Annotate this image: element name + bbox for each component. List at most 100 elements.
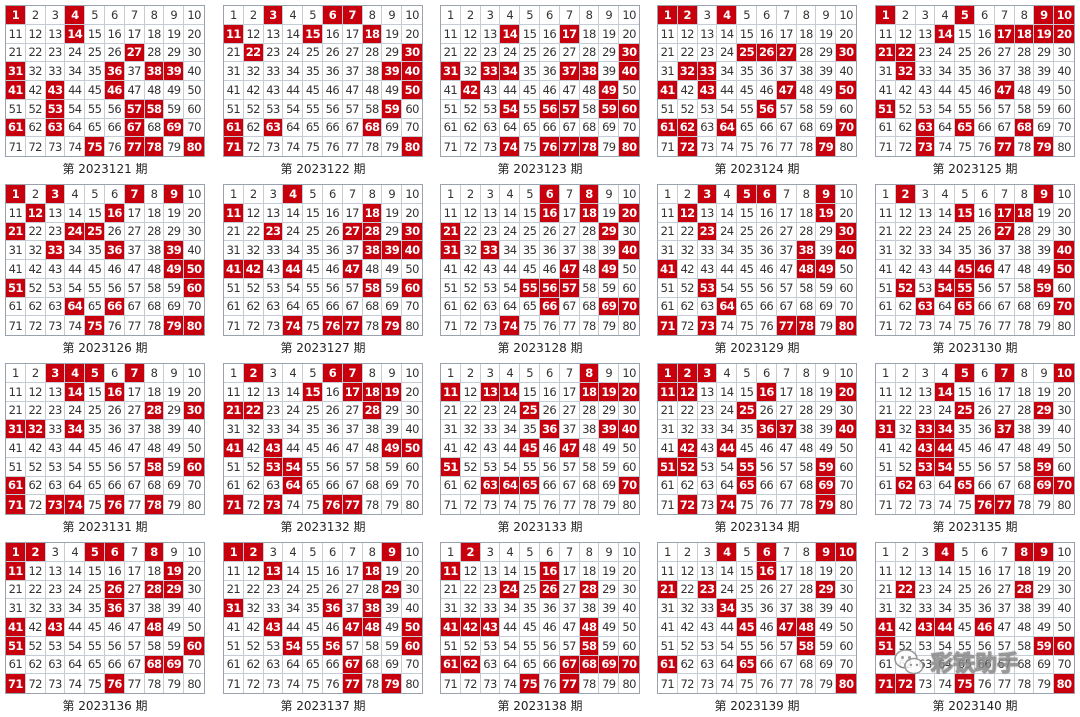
number-cell: 69	[816, 297, 837, 317]
drawn-number-cell: 58	[144, 457, 165, 477]
number-cell: 21	[6, 580, 26, 600]
number-cell: 65	[520, 655, 540, 675]
number-cell: 25	[303, 580, 323, 600]
drawn-number-cell: 38	[362, 241, 383, 260]
number-cell: 11	[441, 24, 461, 44]
number-cell: 18	[1014, 561, 1035, 581]
number-cell: 67	[124, 476, 145, 496]
number-cell: 73	[45, 674, 66, 693]
drawn-number-cell: 7	[124, 185, 145, 204]
number-cell: 17	[559, 561, 580, 581]
number-cell: 68	[796, 118, 817, 138]
drawn-number-cell: 61	[658, 655, 678, 675]
drawn-number-cell: 60	[184, 636, 204, 656]
number-cell: 14	[283, 24, 304, 44]
number-cell: 2	[677, 543, 698, 562]
draw-caption: 第 2023137 期	[280, 699, 366, 713]
number-cell: 23	[263, 401, 284, 421]
number-cell: 72	[677, 674, 698, 693]
draw-panel: 1 2 3 4 5 6 7 8 9 10 11 12 13 14 15 16 17 18 19 20 21 22 23 24 2…	[657, 542, 862, 717]
number-cell: 12	[895, 561, 916, 581]
drawn-number-cell: 49	[382, 439, 403, 458]
number-cell: 67	[124, 297, 145, 317]
number-cell: 19	[816, 382, 837, 402]
number-cell: 6	[974, 185, 995, 204]
drawn-number-cell: 75	[520, 674, 540, 693]
number-cell: 69	[164, 297, 185, 317]
number-cell: 61	[441, 297, 461, 317]
number-cell: 67	[994, 476, 1015, 496]
number-cell: 55	[737, 99, 757, 119]
number-cell: 32	[460, 599, 481, 618]
number-cell: 50	[619, 260, 639, 279]
drawn-number-cell: 25	[955, 401, 975, 421]
number-cell: 3	[480, 185, 501, 204]
number-cell: 18	[144, 203, 165, 223]
number-cell: 79	[816, 674, 837, 693]
drawn-number-cell: 43	[480, 618, 501, 637]
number-cell: 69	[382, 655, 403, 675]
number-cell: 6	[756, 6, 777, 25]
number-cell: 27	[776, 580, 797, 600]
number-cell: 47	[124, 618, 145, 637]
number-cell: 37	[776, 599, 797, 618]
number-cell: 44	[500, 260, 521, 279]
drawn-number-cell: 75	[85, 137, 105, 156]
drawn-number-cell: 34	[65, 420, 86, 439]
number-cell: 37	[342, 62, 363, 81]
number-cell: 65	[737, 297, 757, 317]
number-cell: 67	[559, 297, 580, 317]
number-cell: 64	[935, 655, 956, 675]
number-cell: 60	[1054, 278, 1074, 298]
number-cell: 24	[935, 580, 956, 600]
number-cell: 45	[955, 618, 975, 637]
number-cell: 60	[836, 457, 856, 477]
draw-caption: 第 2023140 期	[932, 699, 1018, 713]
number-cell: 48	[579, 439, 600, 458]
number-cell: 76	[539, 674, 560, 693]
drawn-number-cell: 39	[382, 241, 403, 260]
number-cell: 65	[85, 655, 105, 675]
drawn-number-cell: 41	[224, 260, 244, 279]
number-cell: 7	[559, 364, 580, 383]
number-cell: 29	[164, 43, 185, 63]
drawn-number-cell: 77	[994, 495, 1015, 514]
number-cell: 50	[184, 439, 204, 458]
number-cell: 52	[677, 278, 698, 298]
number-cell: 19	[816, 561, 837, 581]
number-cell: 56	[756, 278, 777, 298]
number-cell: 35	[737, 599, 757, 618]
number-cell: 45	[520, 618, 540, 637]
drawn-number-cell: 23	[263, 222, 284, 242]
number-cell: 39	[382, 599, 403, 618]
number-cell: 10	[836, 6, 856, 25]
drawn-number-cell: 60	[402, 636, 422, 656]
number-cell: 37	[559, 241, 580, 260]
number-cell: 75	[303, 495, 323, 514]
drawn-number-cell: 80	[184, 316, 204, 335]
number-cell: 62	[25, 118, 46, 138]
number-cell: 21	[876, 222, 896, 242]
number-cell: 69	[816, 655, 837, 675]
drawn-number-cell: 79	[164, 316, 185, 335]
drawn-number-cell: 60	[1054, 636, 1074, 656]
number-cell: 50	[619, 618, 639, 637]
number-cell: 15	[85, 24, 105, 44]
number-cell: 64	[935, 118, 956, 138]
number-cell: 52	[460, 636, 481, 656]
drawn-number-cell: 58	[144, 99, 165, 119]
number-cell: 58	[362, 457, 383, 477]
number-cell: 50	[1054, 439, 1074, 458]
drawn-number-cell: 65	[955, 476, 975, 496]
number-cell: 78	[144, 316, 165, 335]
drawn-number-cell: 71	[876, 674, 896, 693]
drawn-number-cell: 30	[184, 401, 204, 421]
number-cell: 56	[974, 636, 995, 656]
number-cell: 46	[756, 260, 777, 279]
drawn-number-cell: 69	[164, 655, 185, 675]
number-cell: 16	[756, 24, 777, 44]
number-cell: 55	[955, 457, 975, 477]
number-cell: 50	[1054, 618, 1074, 637]
number-cell: 35	[85, 62, 105, 81]
number-cell: 25	[520, 580, 540, 600]
